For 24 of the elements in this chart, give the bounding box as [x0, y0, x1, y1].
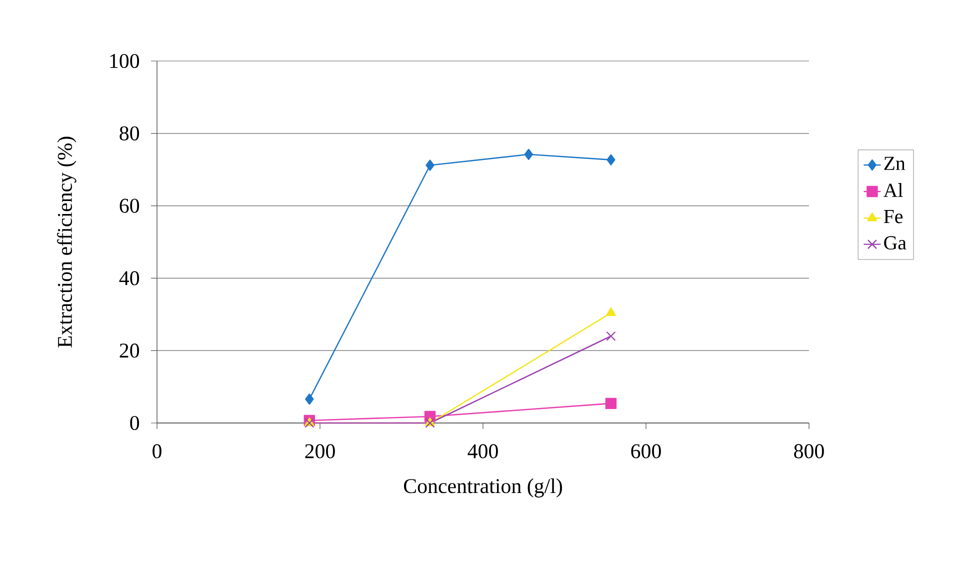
legend-label: Al — [883, 183, 903, 197]
point — [605, 398, 617, 410]
legend-label: Ga — [884, 236, 906, 250]
y-tick-label: 0 — [130, 416, 140, 430]
point — [606, 154, 616, 166]
point — [606, 307, 616, 316]
y-tick-label: 60 — [120, 198, 140, 213]
point — [426, 160, 434, 171]
y-tick-label: 100 — [110, 54, 140, 68]
x-tick-label: 0 — [152, 444, 162, 458]
point — [305, 394, 314, 405]
y-tick-label: 40 — [119, 271, 140, 286]
y-tick-label: 20 — [120, 344, 140, 358]
point — [524, 148, 533, 160]
point — [606, 331, 616, 341]
x-axis-title: Concentration (g/l) — [404, 478, 562, 498]
legend-label: Zn — [884, 156, 906, 170]
legend-label: Fe — [884, 210, 903, 224]
x-tick-label: 600 — [631, 444, 661, 458]
x-tick-label: 400 — [468, 444, 498, 458]
y-axis-title: Extraction efficiency (%) — [57, 136, 76, 348]
x-tick-label: 800 — [794, 444, 824, 458]
x-tick-label: 200 — [305, 444, 335, 458]
y-tick-label: 80 — [120, 126, 140, 140]
